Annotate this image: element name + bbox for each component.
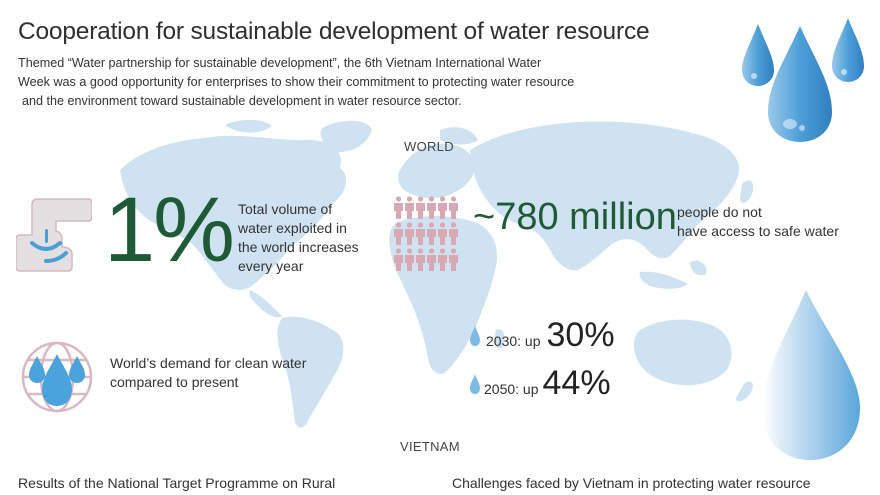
projection-2050: 2050: up 44% [470,364,611,403]
description-line: people do not [677,204,762,220]
projection-year: 2030: up [486,333,541,349]
intro-paragraph: Themed “Water partnership for sustainabl… [18,54,778,111]
projection-2030: 2030: up 30% [470,316,615,355]
challenges-heading: Challenges faced by Vietnam in protectin… [452,475,811,491]
projection-value: 30% [546,316,615,354]
projection-year: 2050: up [484,381,539,397]
rural-programme-heading: Results of the National Target Programme… [18,475,336,491]
description-line: the world increases [238,239,359,255]
people-group-icon [393,196,463,274]
description-line: Total volume of [238,201,333,217]
water-drops-icon [742,18,864,142]
projection-value: 44% [542,364,611,402]
exploited-water-description: Total volume of water exploited in the w… [238,200,388,276]
description-line: every year [238,258,304,274]
small-drop-icon [470,374,480,394]
exploited-water-percent: 1% [104,179,235,281]
description-line: water exploited in [238,220,347,236]
page-title: Cooperation for sustainable development … [18,18,650,45]
no-access-count: ~780 million [473,196,677,238]
description-line: World’s demand for clean water [110,355,307,371]
small-drop-icon [470,326,480,346]
description-line: have access to safe water [677,223,839,239]
intro-line: Week was a good opportunity for enterpri… [18,75,575,89]
large-water-drop-icon [762,290,860,460]
intro-line: and the environment toward sustainable d… [22,94,462,108]
faucet-icon [16,198,92,272]
globe-water-drops-icon [21,341,93,413]
vietnam-section-label: VIETNAM [400,439,460,454]
world-section-label: WORLD [404,139,454,154]
description-line: compared to present [110,374,239,390]
demand-description: World’s demand for clean water compared … [110,354,306,392]
no-access-description: people do not have access to safe water [677,203,839,241]
intro-line: Themed “Water partnership for sustainabl… [18,56,542,70]
